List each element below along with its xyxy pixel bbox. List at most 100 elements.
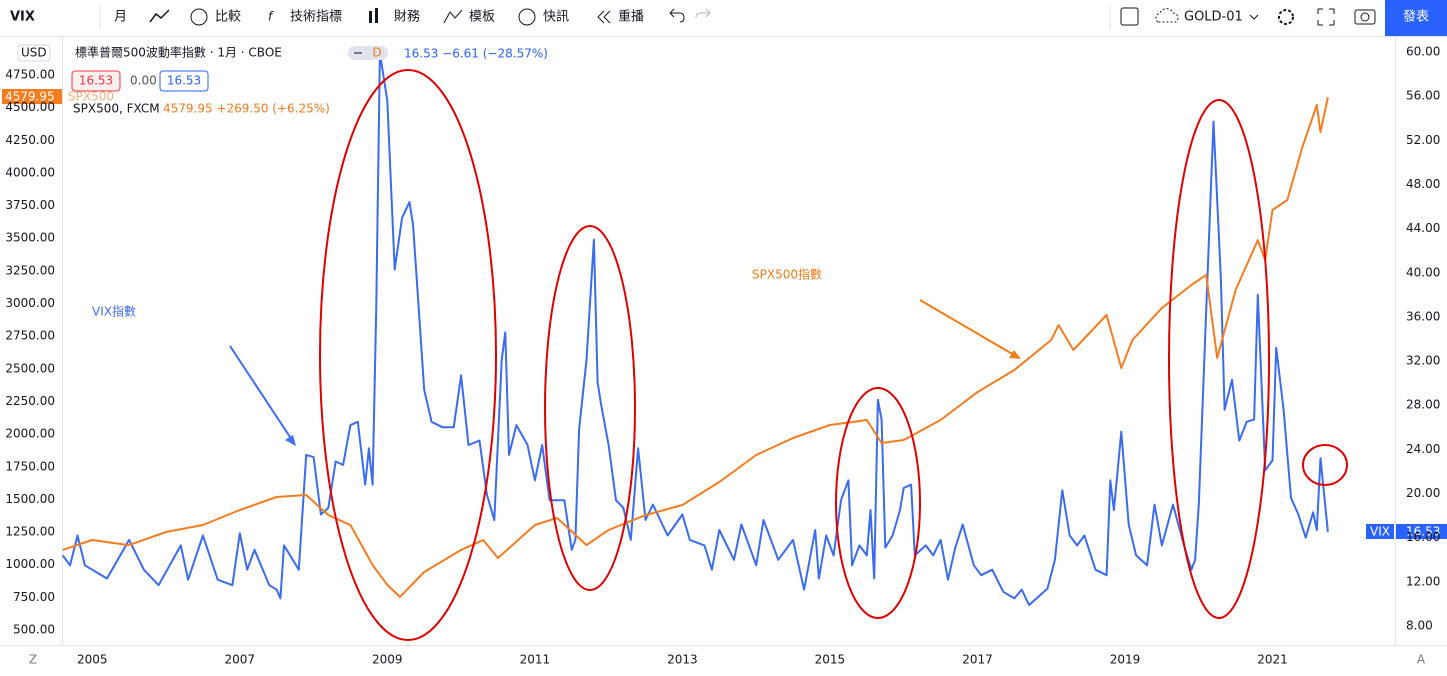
dropdown[interactable] xyxy=(1249,14,1259,20)
spx-arrow xyxy=(919,299,1015,356)
x-tick-label: 2011 xyxy=(520,653,551,667)
scale-right[interactable]: A xyxy=(1417,653,1426,667)
highlight-ellipse xyxy=(835,387,921,619)
compare-icon xyxy=(190,8,208,26)
x-tick-label: 2019 xyxy=(1110,653,1141,667)
vix-name-label: VIX xyxy=(1370,525,1390,539)
vix-arrowhead xyxy=(285,435,296,446)
y-tick-label: 2500.00 xyxy=(5,361,55,375)
undo[interactable] xyxy=(669,8,685,23)
y2-tick-label: 56.00 xyxy=(1406,89,1440,103)
financial-icon xyxy=(369,11,372,23)
highlight-ellipse xyxy=(544,225,636,591)
currency-box[interactable] xyxy=(17,44,51,62)
vix-name-label-bg xyxy=(1366,524,1394,539)
toolbar: VIX 月 比較 f 技術指標 財務 模板 快訊 重播 GOLD-01 發表 xyxy=(0,0,1447,37)
fullscreen[interactable] xyxy=(1317,8,1335,26)
snapshot-lens xyxy=(1360,12,1370,22)
financials[interactable]: 財務 xyxy=(394,10,420,25)
legend-box-text: 16.53 xyxy=(167,74,201,88)
y-tick-label: 2000.00 xyxy=(5,427,55,441)
legend-box-text: 0.00 xyxy=(130,74,157,88)
publish[interactable]: 發表 xyxy=(1403,10,1429,25)
y2-tick-label: 48.00 xyxy=(1406,177,1440,191)
x-tick-label: 2013 xyxy=(667,653,698,667)
indicators[interactable]: 技術指標 xyxy=(290,10,342,25)
vix-price-label-bg xyxy=(1396,524,1447,539)
alert-icon xyxy=(518,8,536,26)
replay-icon xyxy=(603,10,611,24)
y-tick-label: 1750.00 xyxy=(5,459,55,473)
spx-price-label: 4579.95 xyxy=(5,90,55,104)
layout-icon[interactable] xyxy=(1120,7,1139,26)
y2-tick-label: 40.00 xyxy=(1406,265,1440,279)
y-tick-label: 500.00 xyxy=(13,622,55,636)
currency[interactable]: USD xyxy=(21,46,47,60)
y-tick-label: 3000.00 xyxy=(5,296,55,310)
fx-icon: f xyxy=(268,10,274,24)
vix-price-label: 16.53 xyxy=(1406,525,1440,539)
y2-tick-label: 36.00 xyxy=(1406,309,1440,323)
cloud-icon xyxy=(1155,8,1179,23)
legend-change: 16.53 −6.61 (−28.57%) xyxy=(404,47,548,61)
y2-tick-label: 52.00 xyxy=(1406,133,1440,147)
x-tick-label: 2021 xyxy=(1257,653,1288,667)
interval[interactable]: 月 xyxy=(114,10,127,25)
publish-button[interactable] xyxy=(1385,0,1447,36)
y2-tick-label: 24.00 xyxy=(1406,442,1440,456)
y2-tick-label: 32.00 xyxy=(1406,354,1440,368)
alerts[interactable]: 快訊 xyxy=(543,10,569,25)
symbol[interactable]: VIX xyxy=(10,10,35,25)
legend-box xyxy=(71,70,121,92)
y-tick-label: 3500.00 xyxy=(5,231,55,245)
x-tick-label: 2005 xyxy=(77,653,108,667)
chart-style-icon[interactable] xyxy=(149,9,170,23)
legend-title: 標準普爾500波動率指數 · 1月 · CBOE xyxy=(75,45,282,60)
spx-series-label: SPX500 xyxy=(68,90,114,104)
x-tick-label: 2017 xyxy=(962,653,993,667)
y-tick-label: 4250.00 xyxy=(5,133,55,147)
vix-arrow xyxy=(229,345,293,441)
y2-tick-label: 28.00 xyxy=(1406,398,1440,412)
layout-name[interactable]: GOLD-01 xyxy=(1184,10,1243,25)
highlight-ellipse xyxy=(1302,444,1348,486)
compare[interactable]: 比較 xyxy=(215,10,241,25)
legend-box-text: 16.53 xyxy=(79,74,113,88)
y2-tick-label: 8.00 xyxy=(1406,619,1433,633)
x-tick-label: 2009 xyxy=(372,653,403,667)
financial-icon xyxy=(375,8,378,23)
y-tick-label: 4000.00 xyxy=(5,165,55,179)
legend: 標準普爾500波動率指數 · 1月 · CBOE D 16.53 −6.61 (… xyxy=(71,45,548,116)
spx-price-label-bg xyxy=(2,89,62,104)
y-tick-label: 750.00 xyxy=(13,590,55,604)
y2-tick-label: 44.00 xyxy=(1406,221,1440,235)
templates[interactable]: 模板 xyxy=(469,10,495,25)
highlight-ellipse xyxy=(319,69,497,641)
y-tick-label: 1250.00 xyxy=(5,525,55,539)
highlights xyxy=(319,69,1348,641)
replay[interactable]: 重播 xyxy=(618,9,644,25)
y2-tick-label: 60.00 xyxy=(1406,45,1440,59)
snapshot[interactable] xyxy=(1354,9,1376,25)
y2-tick-label: 16.00 xyxy=(1406,530,1440,544)
spx-annotation: SPX500指數 xyxy=(752,267,822,282)
badge: D xyxy=(372,46,381,60)
y2-tick-label: 20.00 xyxy=(1406,486,1440,500)
y-tick-label: 3750.00 xyxy=(5,198,55,212)
spx-arrowhead xyxy=(1009,350,1021,359)
y-tick-label: 4500.00 xyxy=(5,100,55,114)
legend-sub: SPX500, FXCM xyxy=(73,102,160,116)
y-tick-label: 2250.00 xyxy=(5,394,55,408)
y-tick-label: 4750.00 xyxy=(5,68,55,82)
highlight-ellipse xyxy=(1168,99,1270,619)
template-icon xyxy=(443,9,463,24)
scale-left[interactable]: Z xyxy=(29,653,37,667)
legend-box xyxy=(159,70,209,92)
series-line xyxy=(62,96,1329,598)
plot xyxy=(61,52,1329,606)
settings[interactable] xyxy=(1278,9,1294,25)
replay-icon xyxy=(597,10,605,24)
y-tick-label: 1000.00 xyxy=(5,557,55,571)
redo[interactable] xyxy=(695,8,711,19)
